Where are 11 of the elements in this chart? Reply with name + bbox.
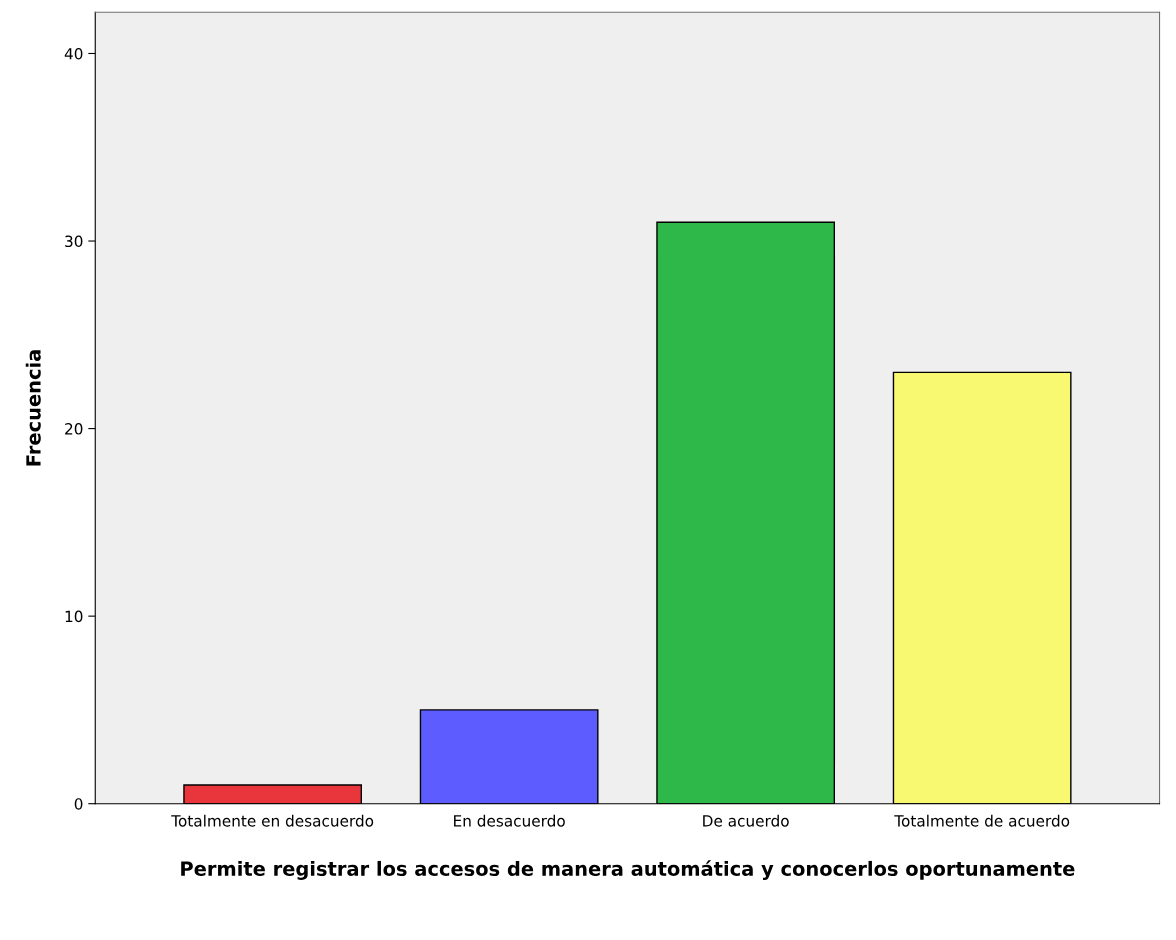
x-tick-label: Totalmente en desacuerdo (171, 814, 374, 827)
y-tick-label: 10 (65, 610, 83, 623)
x-tick-label: Totalmente de acuerdo (894, 814, 1070, 827)
x-tick-label: De acuerdo (703, 814, 789, 827)
y-tick-label: 0 (74, 798, 83, 810)
y-tick-label: 30 (65, 235, 83, 248)
y-axis-title: Frecuencia (25, 350, 41, 466)
x-tick-label: En desacuerdo (454, 814, 565, 827)
y-tick-label: 20 (65, 423, 83, 435)
y-tick-label: 40 (64, 47, 83, 60)
x-axis-title: Permite registrar los accesos de manera automática y conocerlos oportunamente (181, 860, 1075, 880)
